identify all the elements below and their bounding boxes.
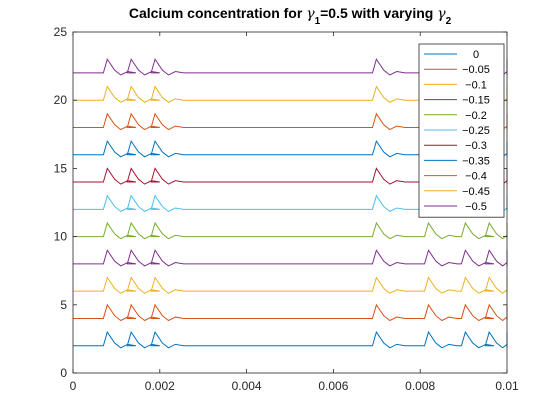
plot-border <box>72 31 508 374</box>
title-gamma2-symbol: γ <box>437 6 446 22</box>
legend-label: −0.4 <box>465 171 487 183</box>
series-line-1 <box>73 303 508 322</box>
x-tick-label: 0.006 <box>318 379 348 393</box>
title-middle: =0.5 with varying <box>320 5 437 21</box>
x-tick-label: 0 <box>70 379 77 393</box>
legend-label: 0 <box>473 49 479 61</box>
chart-title: Calcium concentration for γ1=0.5 with va… <box>129 5 452 27</box>
series-line-4 <box>73 221 508 240</box>
y-tick-label: 5 <box>60 298 67 312</box>
legend-label: −0.5 <box>465 201 487 213</box>
legend: 0 −0.05 −0.1 −0.15 −0.2 −0.25 −0.3 −0.35 −0.4 −0.… <box>418 43 505 218</box>
x-tick-label: 0.002 <box>145 379 175 393</box>
legend-label: −0.3 <box>465 140 487 152</box>
series-line-2 <box>73 276 508 294</box>
title-prefix: Calcium concentration for <box>129 5 306 21</box>
x-tick-label: 0.004 <box>232 379 262 393</box>
y-tick-label: 0 <box>60 366 67 380</box>
legend-label: −0.05 <box>462 64 490 76</box>
legend-box <box>418 43 505 218</box>
title-gamma2-subscript: 2 <box>446 16 452 27</box>
y-tick-label: 15 <box>54 161 68 175</box>
title-gamma1-subscript: 1 <box>315 16 321 27</box>
legend-label: −0.2 <box>465 110 487 122</box>
y-tick-label: 10 <box>54 230 68 244</box>
title-gamma1-symbol: γ <box>306 6 315 22</box>
x-tick-label: 0.01 <box>495 379 519 393</box>
y-tick-label: 25 <box>54 25 68 39</box>
y-tick-label: 20 <box>54 93 68 107</box>
legend-label: −0.45 <box>462 186 490 198</box>
legend-label: −0.15 <box>462 95 490 107</box>
legend-label: −0.1 <box>465 79 487 91</box>
series-line-3 <box>73 249 508 267</box>
legend-label: −0.35 <box>462 155 490 167</box>
legend-label: −0.25 <box>462 125 490 137</box>
x-tick-label: 0.008 <box>405 379 435 393</box>
series-line-0 <box>73 330 508 349</box>
